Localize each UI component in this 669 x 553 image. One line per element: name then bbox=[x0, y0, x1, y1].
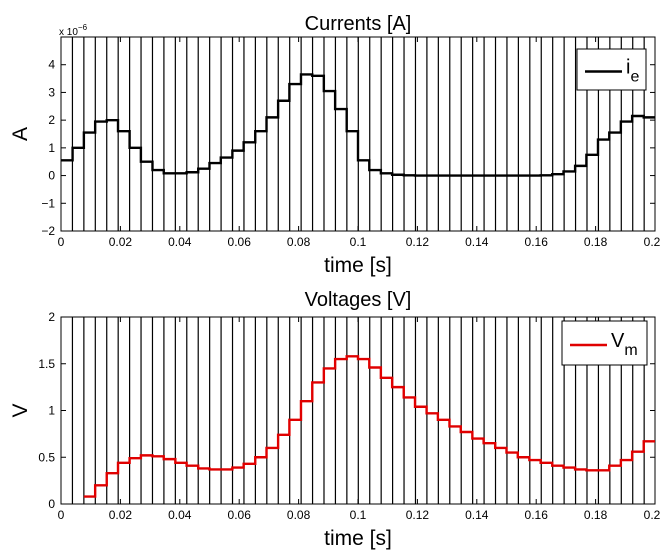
chart-title: Voltages [V] bbox=[305, 289, 412, 311]
x-tick-label: 0.12 bbox=[406, 508, 430, 522]
legend: Vm bbox=[561, 320, 648, 366]
x-tick-label: 0 bbox=[58, 235, 65, 249]
y-tick-label: 0 bbox=[48, 169, 55, 183]
y-axis-label: A bbox=[9, 127, 32, 141]
x-tick-label: 0.18 bbox=[584, 508, 608, 522]
y-tick-label: 0 bbox=[48, 497, 55, 511]
x-tick-label: 0.04 bbox=[168, 508, 192, 522]
y-tick-label: 1 bbox=[48, 404, 55, 418]
y-tick-label: 1.5 bbox=[38, 357, 55, 371]
y-tick-label: 2 bbox=[48, 113, 55, 127]
x-tick-label: 0.06 bbox=[228, 235, 252, 249]
step-marker-lines bbox=[71, 317, 645, 504]
y-tick-label: −2 bbox=[41, 224, 55, 238]
x-tick-label: 0.2 bbox=[644, 235, 661, 249]
y-tick-label: −1 bbox=[41, 196, 55, 210]
series-line-1 bbox=[83, 355, 655, 498]
chart-1: 0 0.02 0.04 0.06 0.08 0.1 0.12 0.14 0.16 0.18 0.2 −… bbox=[9, 13, 661, 277]
chart-title: Currents [A] bbox=[305, 13, 412, 35]
x-tick-label: 0.1 bbox=[350, 508, 367, 522]
y-tick-label: 3 bbox=[48, 85, 55, 99]
y-tick-label: 0.5 bbox=[38, 450, 55, 464]
legend-box bbox=[576, 48, 647, 91]
x-tick-label: 0.04 bbox=[168, 235, 192, 249]
chart-2: 0 0.02 0.04 0.06 0.08 0.1 0.12 0.14 0.16 0.18 0.2 0… bbox=[9, 289, 661, 550]
x-tick-label: 0.16 bbox=[525, 508, 549, 522]
x-axis-label: time [s] bbox=[324, 527, 392, 550]
series-line-1 bbox=[61, 73, 655, 177]
y-tick-label: 2 bbox=[48, 310, 55, 324]
y-tick-label: 1 bbox=[48, 141, 55, 155]
x-tick-label: 0.08 bbox=[287, 508, 311, 522]
x-tick-label: 0 bbox=[58, 508, 65, 522]
y-axis-label: V bbox=[9, 403, 32, 417]
x-tick-label: 0.06 bbox=[228, 508, 252, 522]
y-tick-label: 4 bbox=[48, 58, 55, 72]
x-tick-label: 0.2 bbox=[644, 508, 661, 522]
x-tick-label: 0.12 bbox=[406, 235, 430, 249]
step-marker-lines bbox=[71, 37, 645, 231]
x-tick-label: 0.02 bbox=[109, 235, 133, 249]
x-tick-label: 0.02 bbox=[109, 508, 133, 522]
x-tick-label: 0.16 bbox=[525, 235, 549, 249]
x-tick-label: 0.14 bbox=[465, 235, 489, 249]
x-tick-label: 0.1 bbox=[350, 235, 367, 249]
y-exponent-label: x 10−6 bbox=[59, 23, 88, 38]
x-tick-label: 0.14 bbox=[465, 508, 489, 522]
x-axis-label: time [s] bbox=[324, 254, 392, 277]
x-tick-label: 0.08 bbox=[287, 235, 311, 249]
legend-box bbox=[561, 320, 648, 366]
x-tick-label: 0.18 bbox=[584, 235, 608, 249]
legend: ie bbox=[576, 48, 647, 91]
